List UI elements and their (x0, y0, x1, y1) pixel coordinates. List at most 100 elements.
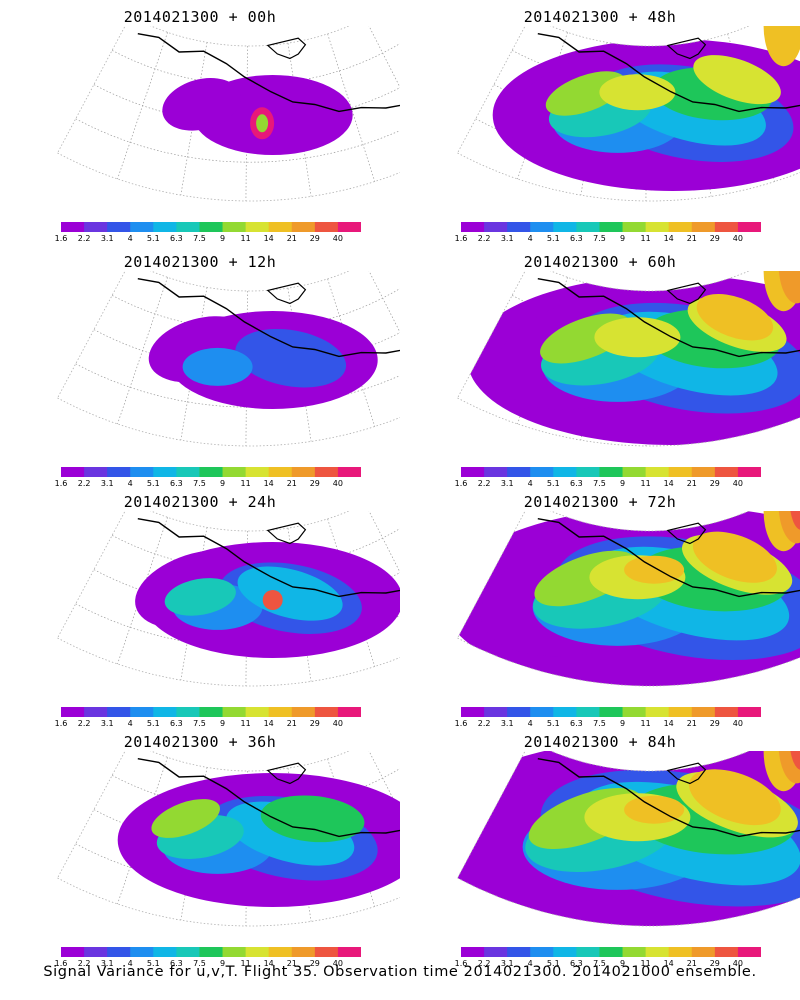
colorbar-segment (691, 947, 716, 957)
colorbar-segment (576, 222, 601, 232)
colorbar-segment (222, 467, 247, 477)
colorbar-label: 11 (640, 719, 651, 728)
colorbar-label: 6.3 (170, 719, 183, 728)
variance-contour (260, 795, 365, 843)
variance-contour (594, 317, 681, 358)
map-panel-48h: 2014021300 + 48h 1.6 2.2 3.1 4 5.1 6.3 7.5 9 11 1… (400, 0, 800, 243)
colorbar-label: 6.3 (570, 479, 583, 488)
variance-contour (256, 114, 269, 133)
colorbar-label: 1.6 (54, 479, 68, 488)
colorbar-segment (61, 707, 85, 717)
map-panel-60h: 2014021300 + 60h 1.6 2.2 3.1 4 5.1 6.3 7.5 9 11 1… (400, 245, 800, 488)
colorbar-segment (268, 707, 293, 717)
colorbar-label: 40 (332, 234, 343, 243)
colorbar-segment (714, 947, 739, 957)
colorbar-label: 5.1 (546, 719, 560, 728)
coastline (666, 762, 707, 785)
figure-caption: Signal Variance for u,v,T. Flight 35. Ob… (43, 964, 757, 980)
variance-contour (763, 26, 800, 67)
coastline (137, 518, 400, 598)
variance-field (492, 26, 800, 191)
panel-title: 2014021300 + 36h (123, 733, 277, 751)
panel-title: 2014021300 + 72h (523, 493, 677, 511)
coastline (266, 37, 307, 60)
colorbar-labels: 1.6 2.2 3.1 4 5.1 6.3 7.5 9 11 14 21 29 40 (55, 479, 367, 489)
coastline (537, 278, 800, 358)
colorbar-label: 5.1 (146, 959, 160, 968)
colorbar-label: 1.6 (454, 959, 468, 968)
colorbar-label: 7.5 (193, 959, 206, 968)
colorbar (61, 947, 361, 957)
colorbar-label: 9 (219, 234, 226, 243)
colorbar-label: 6.3 (170, 959, 183, 968)
colorbar-label: 1.6 (454, 719, 468, 728)
colorbar-labels: 1.6 2.2 3.1 4 5.1 6.3 7.5 9 11 14 21 29 40 (55, 959, 367, 969)
colorbar-segment (737, 222, 761, 232)
colorbar-segment (337, 947, 361, 957)
colorbar-label: 4 (527, 719, 533, 728)
colorbar-segment (484, 222, 508, 232)
colorbar-label: 11 (640, 234, 651, 243)
latitude-gridline (111, 43, 400, 86)
colorbar-segment (668, 467, 693, 477)
colorbar-segment (530, 222, 554, 232)
coastline (537, 518, 800, 598)
colorbar-label: 2.2 (77, 234, 91, 243)
colorbar-label: 11 (240, 719, 251, 728)
colorbar-segment (461, 947, 485, 957)
colorbar-label: 3.1 (500, 719, 514, 728)
colorbar-label: 21 (286, 234, 297, 243)
colorbar-segment (507, 222, 531, 232)
colorbar-segment (599, 947, 624, 957)
colorbar-segment (337, 707, 361, 717)
colorbar-segment (268, 947, 293, 957)
colorbar-label: 40 (732, 479, 743, 488)
colorbar-label: 21 (286, 479, 297, 488)
colorbar-label: 9 (619, 719, 626, 728)
colorbar-segment (245, 947, 270, 957)
colorbar-segment (176, 707, 201, 717)
colorbar-label: 7.5 (593, 234, 606, 243)
colorbar-label: 9 (619, 479, 626, 488)
longitude-gridline (368, 751, 400, 814)
colorbar-label: 14 (663, 479, 674, 488)
colorbar-label: 2.2 (77, 719, 91, 728)
colorbar-segment (107, 707, 131, 717)
variance-contour (262, 590, 283, 610)
variance-contour (689, 769, 781, 826)
colorbar-segment (461, 707, 485, 717)
latitude-gridline (111, 768, 400, 811)
colorbar (61, 467, 361, 477)
colorbar-segment (691, 707, 716, 717)
map-panel-84h: 2014021300 + 84h 1.6 2.2 3.1 4 5.1 6.3 7.5 9 11 1… (400, 725, 800, 968)
colorbar-label: 7.5 (193, 479, 206, 488)
colorbar-segment (268, 467, 293, 477)
colorbar-segment (84, 467, 108, 477)
coastline (137, 33, 400, 113)
colorbar-label: 7.5 (193, 719, 206, 728)
colorbar-label: 29 (709, 234, 720, 243)
colorbar-segment (130, 707, 154, 717)
colorbar-label: 9 (219, 959, 226, 968)
colorbar-label: 7.5 (593, 719, 606, 728)
colorbar-segment (314, 947, 339, 957)
colorbar-label: 2.2 (477, 234, 491, 243)
colorbar-segment (222, 222, 247, 232)
colorbar-label: 21 (286, 959, 297, 968)
colorbar-segment (576, 947, 601, 957)
colorbar-segment (553, 467, 577, 477)
colorbar-segment (645, 222, 670, 232)
variance-contour (237, 566, 343, 621)
colorbar-labels: 1.6 2.2 3.1 4 5.1 6.3 7.5 9 11 14 21 29 40 (55, 234, 367, 244)
variance-field (135, 542, 400, 658)
colorbar-label: 4 (527, 959, 533, 968)
colorbar-segment (84, 707, 108, 717)
colorbar-segment (107, 467, 131, 477)
colorbar-segment (199, 222, 224, 232)
colorbar-label: 11 (240, 959, 251, 968)
colorbar-segment (553, 947, 577, 957)
colorbar-segment (153, 467, 177, 477)
variance-contour (789, 751, 800, 770)
variance-contour (599, 74, 676, 111)
longitude-gridline (117, 277, 168, 425)
